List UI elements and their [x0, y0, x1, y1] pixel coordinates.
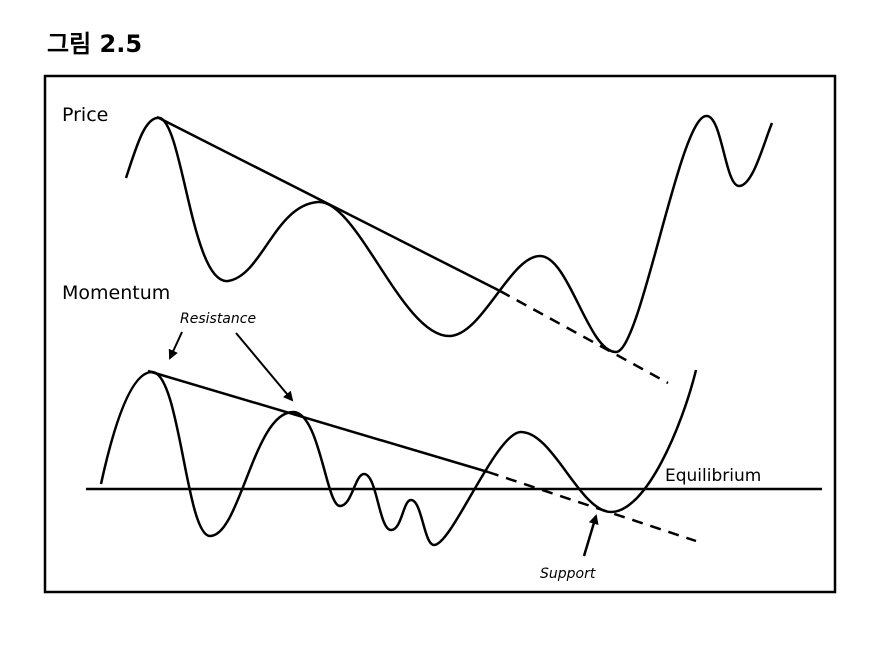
- momentum-label: Momentum: [62, 282, 170, 304]
- resistance-arrow-right: [235, 332, 294, 402]
- support-arrow: [582, 514, 599, 557]
- price-resistance-extension: [499, 289, 669, 385]
- equilibrium-label: Equilibrium: [665, 466, 761, 486]
- support-label: Support: [540, 566, 596, 582]
- price-resistance-line: [156, 115, 501, 293]
- price-curve: [124, 114, 774, 354]
- resistance-label: Resistance: [180, 311, 256, 327]
- resistance-arrow-left: [168, 331, 183, 360]
- momentum-resistance-line: [147, 369, 489, 474]
- figure-title: 그림 2.5: [47, 30, 143, 58]
- price-label: Price: [62, 104, 108, 126]
- figure-frame: [43, 74, 837, 594]
- momentum-curve: [99, 369, 698, 547]
